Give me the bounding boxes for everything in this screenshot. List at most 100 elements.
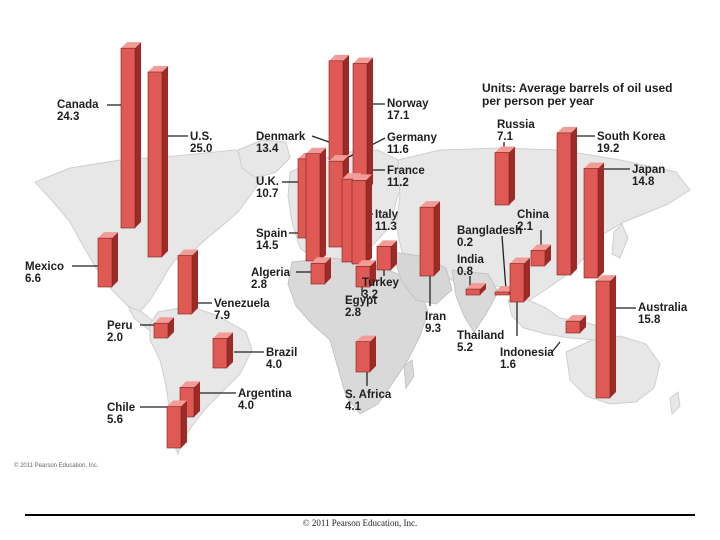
label-chile: Chile — [107, 402, 135, 414]
units-title-line1: Units: Average barrels of oil used — [482, 81, 673, 95]
bar-side-australia — [610, 275, 616, 398]
bar-front-spain — [305, 153, 321, 262]
label-spain: Spain — [256, 228, 287, 240]
bar-front-italy — [351, 180, 367, 265]
bar-top-china — [531, 244, 551, 251]
bar-top-u-s — [148, 66, 168, 72]
greenland-land — [237, 139, 291, 179]
bar-side-china — [545, 244, 551, 266]
label-algeria: Algeria — [251, 267, 291, 279]
bar-side-turkey — [391, 240, 397, 270]
bars — [97, 42, 616, 449]
label-indonesia: Indonesia — [500, 347, 554, 359]
bar-top-iran — [420, 201, 440, 208]
bar-side-iran — [434, 201, 440, 276]
bar-brazil — [212, 332, 233, 369]
value-thailand: 5.2 — [457, 342, 473, 354]
bar-top-brazil — [213, 332, 233, 339]
bar-front-thailand — [509, 263, 525, 303]
bar-japan — [583, 162, 604, 279]
bar-side-italy — [366, 174, 372, 264]
label-south-korea: South Korea — [597, 131, 666, 143]
bar-denmark — [328, 54, 349, 161]
bar-algeria — [310, 257, 331, 285]
value-norway: 17.1 — [387, 110, 410, 122]
bar-u-s — [147, 66, 168, 258]
label-france: France — [387, 165, 425, 177]
bar-front-norway — [352, 63, 368, 191]
label-norway: Norway — [387, 98, 429, 110]
value-venezuela: 7.9 — [214, 310, 230, 322]
japan-land — [611, 223, 629, 259]
bar-side-norway — [367, 57, 373, 191]
bar-top-germany — [329, 155, 349, 162]
label-india: India — [457, 254, 484, 266]
value-bangladesh: 0.2 — [457, 237, 473, 249]
bar-side-u-s — [162, 66, 168, 257]
bar-side-chile — [181, 400, 187, 448]
footer-copyright: © 2011 Pearson Education, Inc. — [302, 518, 418, 528]
leader-indonesia — [551, 341, 561, 353]
bar-side-south-korea — [571, 126, 577, 275]
bar-italy — [351, 174, 372, 265]
leader-bangladesh — [501, 235, 507, 291]
value-russia: 7.1 — [497, 131, 514, 143]
bar-side-canada — [135, 42, 141, 229]
bar-front-japan — [583, 168, 599, 279]
value-u-k: 10.7 — [256, 188, 278, 200]
africa-land — [287, 257, 429, 415]
bar-top-australia — [596, 275, 616, 282]
value-china: 2.1 — [517, 221, 534, 233]
bar-side-venezuela — [192, 249, 198, 314]
bar-top-indonesia — [566, 315, 586, 322]
value-south-korea: 19.2 — [597, 143, 619, 155]
bar-front-turkey — [376, 246, 392, 271]
bar-front-s-africa — [355, 341, 371, 373]
bar-side-egypt — [370, 260, 376, 287]
bar-front-bangladesh — [494, 291, 510, 296]
label-turkey: Turkey — [362, 277, 399, 289]
label-canada: Canada — [57, 99, 99, 111]
bar-side-argentina — [194, 381, 200, 417]
value-denmark: 13.4 — [256, 143, 279, 155]
bar-side-denmark — [343, 54, 349, 161]
footer-rule — [25, 514, 695, 516]
bar-front-algeria — [310, 262, 326, 285]
bar-turkey — [376, 240, 397, 271]
label-s-africa: S. Africa — [345, 389, 392, 401]
bar-canada — [120, 42, 141, 229]
bar-front-australia — [595, 280, 611, 399]
label-australia: Australia — [638, 302, 688, 314]
india-land — [451, 269, 499, 333]
value-australia: 15.8 — [638, 314, 661, 326]
bar-egypt — [355, 260, 376, 288]
bar-front-chile — [166, 406, 182, 449]
value-spain: 14.5 — [256, 240, 279, 252]
bar-side-spain — [320, 147, 326, 261]
value-india: 0.8 — [457, 266, 474, 278]
bar-side-algeria — [325, 257, 331, 284]
label-japan: Japan — [632, 164, 665, 176]
bar-top-algeria — [311, 257, 331, 264]
bar-side-russia — [509, 146, 515, 205]
bar-india — [465, 283, 486, 296]
bar-front-canada — [120, 47, 136, 229]
bar-front-south-korea — [556, 132, 572, 276]
bar-norway — [352, 57, 373, 191]
bar-side-india — [480, 283, 486, 295]
bar-front-iran — [419, 206, 435, 277]
bar-side-mexico — [112, 232, 118, 287]
bar-front-peru — [153, 322, 169, 339]
bar-top-venezuela — [178, 249, 198, 256]
bar-front-u-s — [147, 71, 163, 258]
value-u-s: 25.0 — [190, 143, 212, 155]
bar-front-venezuela — [177, 255, 193, 315]
bar-spain — [305, 147, 326, 262]
bar-front-russia — [494, 152, 510, 206]
bar-peru — [153, 317, 174, 339]
bar-thailand — [509, 257, 530, 303]
bar-venezuela — [177, 249, 198, 315]
bar-side-brazil — [227, 332, 233, 368]
value-turkey: 3.2 — [362, 289, 378, 301]
southeast-asia-land — [507, 299, 607, 341]
